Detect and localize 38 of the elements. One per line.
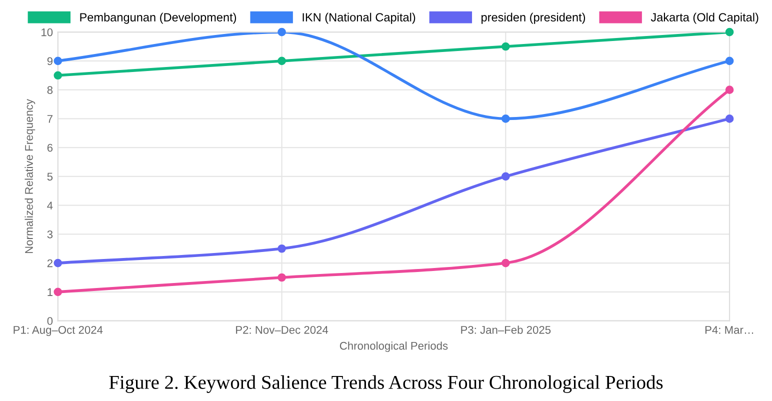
y-tick-label: 7: [47, 115, 52, 123]
point: [54, 71, 62, 80]
x-tick-label: P3: Jan–Feb 2025: [461, 326, 551, 334]
point: [725, 56, 734, 66]
legend-label: presiden (president): [482, 12, 586, 24]
y-tick-label: 1: [48, 288, 52, 296]
point: [278, 28, 286, 36]
caption: Figure 2. Keyword Salience Trends Across Four Chronological Periods: [109, 375, 663, 393]
point: [54, 288, 62, 296]
point: [54, 258, 62, 268]
point: [501, 172, 510, 181]
point: [725, 28, 734, 36]
y-tick-label: 4: [47, 202, 53, 210]
point: [278, 56, 286, 66]
y-tick-label: 8: [47, 86, 53, 94]
x-tick-label: P2: Nov–Dec 2024: [236, 326, 328, 334]
point: [278, 273, 286, 282]
x-axis-title: Chronological Periods: [340, 342, 448, 352]
point: [501, 42, 510, 51]
y-tick-label: 6: [47, 144, 53, 152]
y-tick-label: 9: [47, 57, 53, 66]
legend-label: Jakarta (Old Capital): [650, 12, 758, 24]
y-tick-label: 3: [47, 230, 53, 238]
x-tick-label: P4: Mar…: [705, 326, 754, 334]
point: [725, 114, 734, 123]
legend-label: Pembangunan (Development): [80, 12, 236, 24]
point: [501, 114, 510, 123]
point: [54, 56, 62, 66]
legend-label: IKN (National Capital): [302, 12, 416, 24]
x-tick-label: P1: Aug–Oct 2024: [14, 326, 103, 336]
y-tick-label: 10: [42, 28, 53, 36]
y-tick-label: 5: [47, 172, 53, 181]
y-axis-title: Normalized Relative Frequency: [24, 98, 36, 254]
y-tick-label: 0: [47, 317, 53, 325]
y-tick-label: 2: [47, 259, 52, 268]
point: [725, 86, 734, 94]
point: [501, 258, 510, 268]
point: [278, 244, 286, 253]
